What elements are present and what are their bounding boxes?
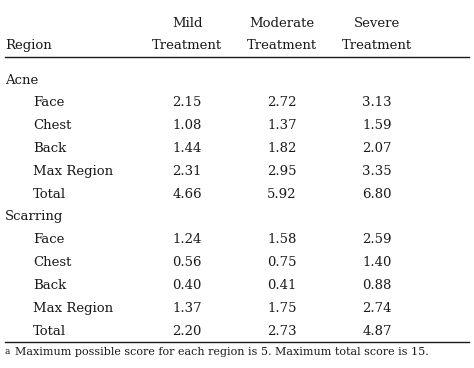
Text: Acne: Acne — [5, 74, 38, 86]
Text: 0.56: 0.56 — [173, 256, 202, 269]
Text: Back: Back — [33, 142, 66, 155]
Text: 1.37: 1.37 — [267, 119, 297, 132]
Text: 2.15: 2.15 — [173, 96, 202, 109]
Text: 1.40: 1.40 — [362, 256, 392, 269]
Text: a: a — [5, 347, 10, 356]
Text: Severe: Severe — [354, 17, 400, 29]
Text: 4.66: 4.66 — [173, 188, 202, 201]
Text: 1.24: 1.24 — [173, 233, 202, 246]
Text: 1.75: 1.75 — [267, 302, 297, 315]
Text: Region: Region — [5, 39, 52, 52]
Text: 1.82: 1.82 — [267, 142, 297, 155]
Text: 2.72: 2.72 — [267, 96, 297, 109]
Text: 2.73: 2.73 — [267, 325, 297, 337]
Text: Chest: Chest — [33, 256, 72, 269]
Text: 3.13: 3.13 — [362, 96, 392, 109]
Text: 2.95: 2.95 — [267, 165, 297, 178]
Text: 1.37: 1.37 — [173, 302, 202, 315]
Text: 4.87: 4.87 — [362, 325, 392, 337]
Text: Maximum possible score for each region is 5. Maximum total score is 15.: Maximum possible score for each region i… — [15, 347, 429, 357]
Text: 1.59: 1.59 — [362, 119, 392, 132]
Text: 6.80: 6.80 — [362, 188, 392, 201]
Text: 2.31: 2.31 — [173, 165, 202, 178]
Text: 0.41: 0.41 — [267, 279, 297, 292]
Text: 1.44: 1.44 — [173, 142, 202, 155]
Text: Max Region: Max Region — [33, 165, 113, 178]
Text: Back: Back — [33, 279, 66, 292]
Text: 1.58: 1.58 — [267, 233, 297, 246]
Text: 1.08: 1.08 — [173, 119, 202, 132]
Text: Total: Total — [33, 188, 66, 201]
Text: Treatment: Treatment — [247, 39, 317, 52]
Text: Moderate: Moderate — [249, 17, 315, 29]
Text: 3.35: 3.35 — [362, 165, 392, 178]
Text: Total: Total — [33, 325, 66, 337]
Text: 0.75: 0.75 — [267, 256, 297, 269]
Text: Chest: Chest — [33, 119, 72, 132]
Text: Mild: Mild — [172, 17, 202, 29]
Text: 2.59: 2.59 — [362, 233, 392, 246]
Text: Face: Face — [33, 96, 64, 109]
Text: Treatment: Treatment — [152, 39, 222, 52]
Text: Max Region: Max Region — [33, 302, 113, 315]
Text: Treatment: Treatment — [342, 39, 412, 52]
Text: Scarring: Scarring — [5, 210, 63, 223]
Text: 0.40: 0.40 — [173, 279, 202, 292]
Text: 5.92: 5.92 — [267, 188, 297, 201]
Text: 2.07: 2.07 — [362, 142, 392, 155]
Text: Face: Face — [33, 233, 64, 246]
Text: 2.20: 2.20 — [173, 325, 202, 337]
Text: 2.74: 2.74 — [362, 302, 392, 315]
Text: 0.88: 0.88 — [362, 279, 392, 292]
